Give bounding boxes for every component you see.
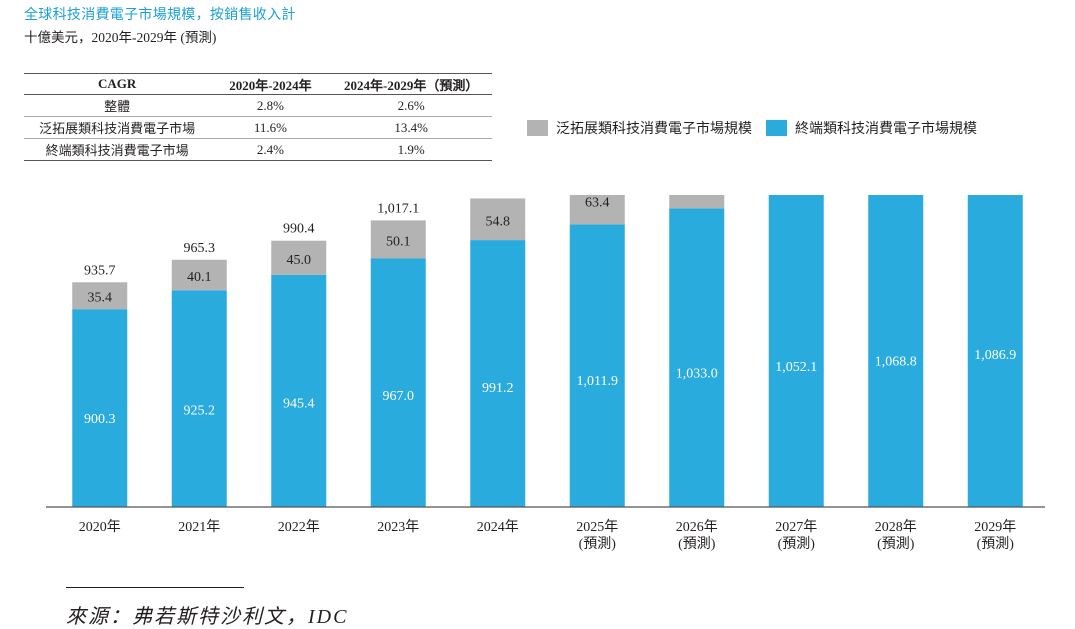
legend-swatch-terminal <box>766 120 787 136</box>
cagr-cell: 整體 <box>24 94 211 117</box>
bar-terminal <box>669 208 725 507</box>
x-tick-label: 2020年 <box>79 519 121 535</box>
cagr-header: CAGR <box>24 73 211 95</box>
cagr-table: CAGR 2020年-2024年 2024年-2029年（預測） 整體 2.8%… <box>24 73 492 161</box>
legend-label: 終端類科技消費電子市場規模 <box>795 122 977 137</box>
bar-extended <box>470 198 526 241</box>
bar-extended <box>669 195 725 209</box>
legend-item-extended: 泛拓展類科技消費電子市場規模 <box>527 118 752 138</box>
x-tick-label: 2025年 <box>576 519 618 535</box>
cagr-header: 2024年-2029年（預測） <box>330 73 492 95</box>
x-tick-note: (預測) <box>778 536 816 552</box>
x-tick-label: 2021年 <box>178 519 220 535</box>
x-tick-note: (預測) <box>678 536 716 552</box>
x-tick-label: 2029年 <box>974 519 1016 535</box>
bar-label-terminal: 967.0 <box>383 389 415 404</box>
bar-label-extended: 50.1 <box>386 234 411 249</box>
chart-legend: 泛拓展類科技消費電子市場規模 終端類科技消費電子市場規模 <box>527 118 991 138</box>
bar-extended <box>271 240 327 275</box>
source-note: 來源：弗若斯特沙利文，IDC <box>66 606 349 628</box>
bar-label-terminal: 1,068.8 <box>875 354 917 369</box>
cagr-cell: 13.4% <box>330 116 492 139</box>
bar-label-total: 965.3 <box>184 241 216 256</box>
x-tick-label: 2027年 <box>775 519 817 535</box>
legend-swatch-extended <box>527 120 548 136</box>
bar-label-extended: 40.1 <box>187 270 212 285</box>
bar-terminal <box>370 258 426 507</box>
bar-label-extended: 63.4 <box>585 195 610 210</box>
bar-label-total: 1,017.1 <box>377 201 419 216</box>
bar-terminal <box>768 195 824 507</box>
bar-terminal <box>271 274 327 507</box>
bar-extended <box>569 195 625 225</box>
x-tick-note: (預測) <box>977 536 1015 552</box>
bar-terminal <box>967 195 1023 507</box>
cagr-cell: 2.4% <box>210 138 331 161</box>
bar-extended <box>370 220 426 259</box>
x-tick-note: (預測) <box>877 536 915 552</box>
bar-label-terminal: 945.4 <box>283 397 315 412</box>
cagr-row: 泛拓展類科技消費電子市場 11.6% 13.4% <box>24 116 492 139</box>
bar-terminal <box>569 224 625 507</box>
bar-label-terminal: 1,011.9 <box>577 374 618 389</box>
bar-label-terminal: 1,052.1 <box>775 360 817 375</box>
bar-extended <box>72 282 128 310</box>
bar-extended <box>171 259 227 291</box>
x-tick-label: 2024年 <box>477 519 519 535</box>
cagr-header-row: CAGR 2020年-2024年 2024年-2029年（預測） <box>24 73 492 95</box>
cagr-cell: 終端類科技消費電子市場 <box>24 138 211 161</box>
bar-terminal <box>470 240 526 507</box>
bar-label-total: 990.4 <box>283 222 315 237</box>
bar-label-terminal: 1,033.0 <box>676 367 718 382</box>
x-tick-label: 2026年 <box>676 519 718 535</box>
cagr-cell: 2.8% <box>210 94 331 117</box>
legend-label: 泛拓展類科技消費電子市場規模 <box>556 122 752 137</box>
bar-label-terminal: 925.2 <box>184 403 216 418</box>
bar-label-extended: 45.0 <box>287 253 312 268</box>
bar-terminal <box>72 309 128 507</box>
cagr-cell: 2.6% <box>330 94 492 117</box>
bar-terminal <box>868 195 924 507</box>
footnote-divider <box>66 587 244 588</box>
bar-label-extended: 54.8 <box>486 214 511 229</box>
x-tick-label: 2028年 <box>875 519 917 535</box>
x-tick-label: 2022年 <box>278 519 320 535</box>
cagr-row: 整體 2.8% 2.6% <box>24 94 492 117</box>
bar-terminal <box>171 290 227 507</box>
bar-label-extended: 35.4 <box>88 291 113 306</box>
chart-title: 全球科技消費電子市場規模，按銷售收入計 <box>24 7 296 23</box>
bar-label-terminal: 1,086.9 <box>974 348 1016 363</box>
cagr-cell: 1.9% <box>330 138 492 161</box>
bar-label-terminal: 900.3 <box>84 412 116 427</box>
legend-item-terminal: 終端類科技消費電子市場規模 <box>766 118 977 138</box>
x-tick-note: (預測) <box>579 536 617 552</box>
x-tick-label: 2023年 <box>377 519 419 535</box>
stacked-bar-chart: 900.3 35.4 935.7 2020年 925.2 40.1 965.3 2021年 94… <box>46 195 1045 552</box>
cagr-cell: 11.6% <box>210 116 331 139</box>
bar-label-total: 935.7 <box>84 263 116 278</box>
bar-label-terminal: 991.2 <box>482 381 514 396</box>
cagr-row: 終端類科技消費電子市場 2.4% 1.9% <box>24 138 492 161</box>
cagr-cell: 泛拓展類科技消費電子市場 <box>24 116 211 139</box>
cagr-header: 2020年-2024年 <box>210 73 331 95</box>
chart-subtitle: 十億美元，2020年-2029年 (預測) <box>24 30 217 45</box>
